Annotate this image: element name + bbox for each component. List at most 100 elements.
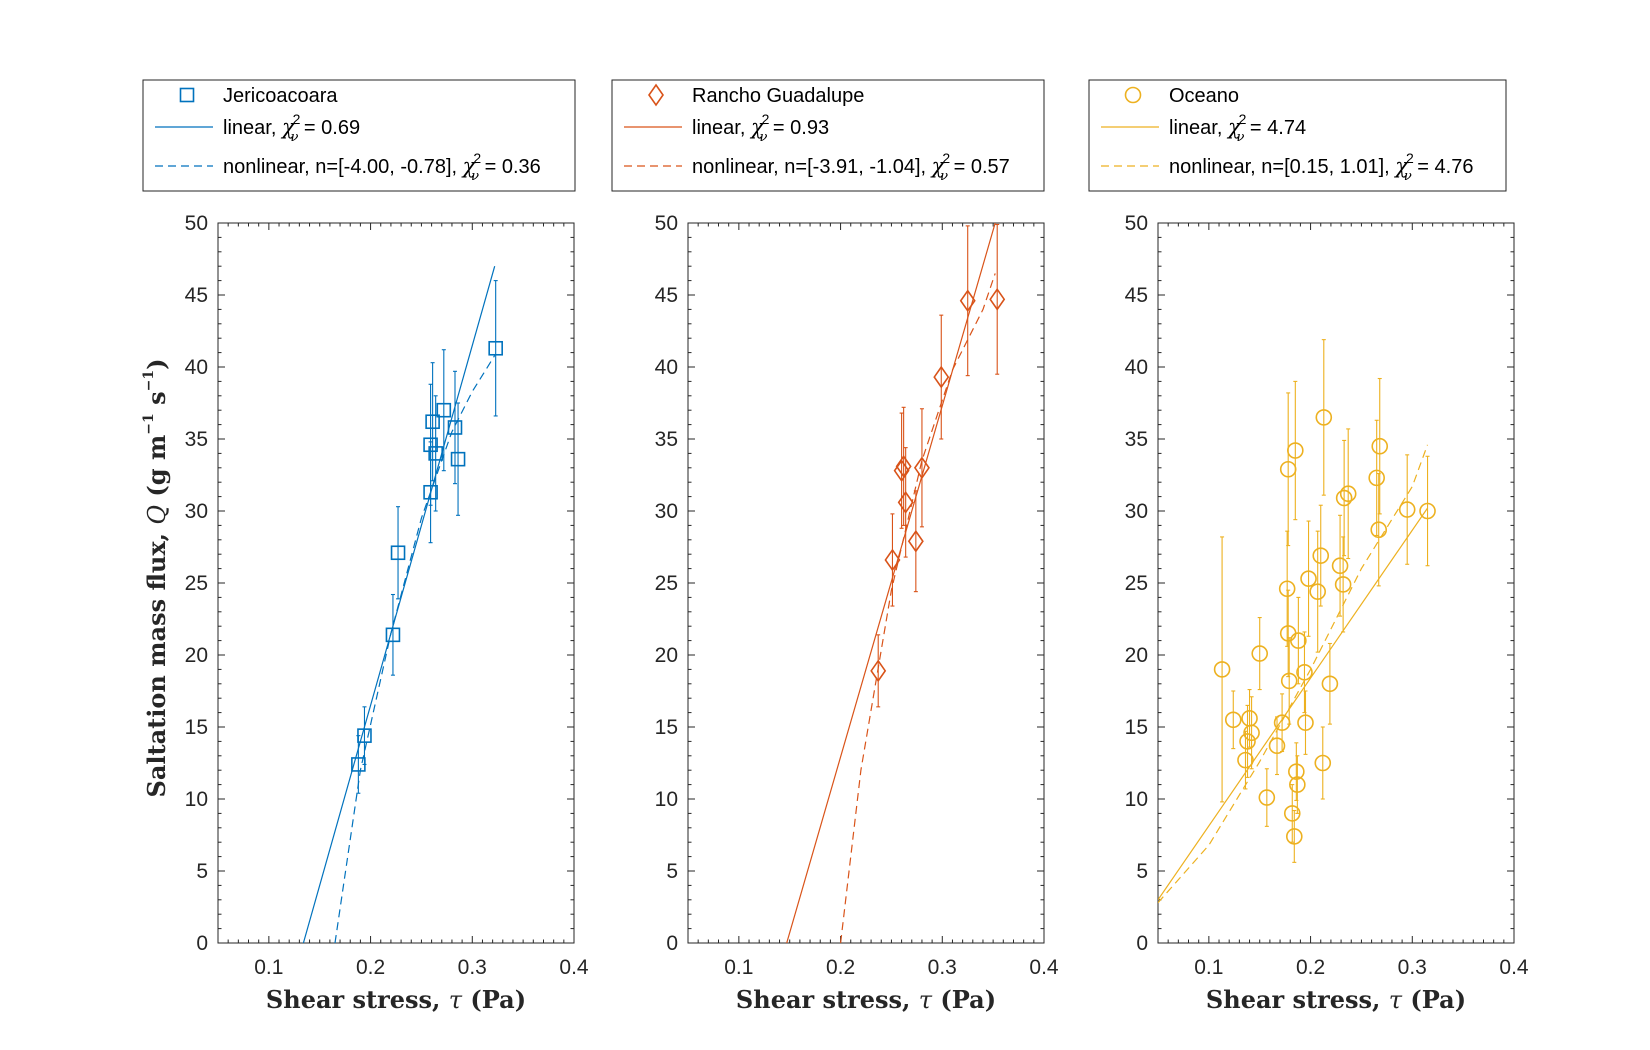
y-tick-label: 40 (1125, 356, 1148, 379)
legend: Oceano linear, χ2 ν = 4.74 nonlinear, n=[0.… (1088, 79, 1507, 192)
data-point (1315, 409, 1333, 426)
data-point (1334, 576, 1352, 593)
panel-rancho-guadalupe: 0.1 0.2 0.3 0.4 0 5 10 15 20 25 30 35 40 45 50 Shear st… (611, 79, 1059, 1014)
data-point (1251, 645, 1269, 662)
legend-marker (179, 87, 195, 103)
data-point (884, 548, 901, 572)
data-point (1287, 442, 1304, 459)
y-tick-label: 25 (655, 572, 678, 595)
data-point (1370, 521, 1388, 539)
x-tick-label: 0.2 (1296, 956, 1325, 979)
x-tick-label: 0.2 (356, 956, 385, 979)
data-point (897, 490, 914, 514)
data-point (907, 529, 924, 553)
legend-label-data: Rancho Guadalupe (692, 85, 864, 107)
x-tick-label: 0.2 (826, 956, 855, 979)
y-axis-title: Saltation mass flux, Q (g m−1 s−1) (141, 358, 171, 797)
x-tick-label: 0.3 (1398, 956, 1427, 979)
legend-marker (1124, 86, 1142, 104)
data-point (1213, 661, 1231, 678)
y-tick-label: 0 (666, 932, 678, 955)
legend-label-nonlinear: nonlinear, n=[0.15, 1.01], χ2 ν = 4.76 (1169, 150, 1473, 184)
data-point (1290, 632, 1307, 649)
data-point (933, 365, 950, 389)
y-tick-label: 30 (1125, 500, 1148, 523)
data-point (428, 446, 443, 461)
data-point (1288, 763, 1305, 780)
nonlinear-fit-line (334, 355, 496, 943)
y-tick-label: 50 (185, 212, 208, 235)
legend-label-linear: linear, χ2 ν = 0.93 (692, 111, 829, 145)
y-tick-label: 40 (655, 356, 678, 379)
legend-marker (648, 83, 664, 107)
data-point (1239, 733, 1256, 750)
y-tick-label: 20 (185, 644, 208, 667)
data-point (1368, 469, 1385, 487)
data-point (1300, 570, 1317, 587)
data-point (1321, 675, 1339, 693)
panel-jericoacoara: 0.1 0.2 0.3 0.4 0 5 10 15 20 25 30 35 40 45 50 Shear st… (142, 79, 589, 1014)
y-tick-label: 5 (666, 860, 678, 883)
data-point (1314, 754, 1332, 772)
y-tick-label: 0 (196, 932, 208, 955)
y-tick-label: 30 (185, 500, 208, 523)
data-point (1312, 547, 1330, 564)
x-axis-title: Shear stress, τ (Pa) (266, 985, 526, 1014)
y-tick-label: 10 (185, 788, 208, 811)
x-tick-label: 0.1 (724, 956, 753, 979)
data-point (959, 289, 976, 313)
y-tick-label: 5 (196, 860, 208, 883)
data-point (390, 545, 406, 561)
y-tick-label: 5 (1136, 860, 1148, 883)
y-tick-label: 20 (655, 644, 678, 667)
legend-label-linear: linear, χ2 ν = 4.74 (1169, 111, 1306, 145)
x-axis-title: Shear stress, τ (Pa) (736, 985, 996, 1014)
data-point (913, 456, 930, 480)
y-tick-label: 50 (655, 212, 678, 235)
data-point (488, 340, 503, 356)
data-point (450, 451, 466, 467)
y-tick-label: 45 (655, 284, 678, 307)
y-tick-label: 15 (655, 716, 678, 739)
nonlinear-fit-line (840, 273, 996, 943)
data-point (1280, 672, 1298, 690)
panel-oceano: 0.1 0.2 0.3 0.4 0 5 10 15 20 25 30 35 40 45 50 Shear st… (1088, 79, 1529, 1014)
x-tick-label: 0.1 (1194, 956, 1223, 979)
y-tick-label: 50 (1125, 212, 1148, 235)
x-tick-label: 0.3 (458, 956, 487, 979)
data-point (1331, 557, 1349, 575)
data-point (1296, 663, 1313, 681)
data-point (1371, 437, 1389, 455)
axes-box (217, 222, 575, 944)
y-tick-label: 15 (185, 716, 208, 739)
legend: Jericoacoara linear, χ2 ν = 0.69 nonlinear,… (142, 79, 576, 192)
data-point (1289, 776, 1306, 793)
y-tick-label: 15 (1125, 716, 1148, 739)
data-point (1335, 489, 1353, 507)
legend-box (1088, 79, 1507, 192)
x-tick-label: 0.4 (559, 956, 589, 979)
legend-label-data: Oceano (1169, 85, 1239, 107)
x-tick-label: 0.4 (1499, 956, 1529, 979)
y-tick-label: 45 (185, 284, 208, 307)
data-point (385, 627, 401, 643)
legend-label-linear: linear, χ2 ν = 0.69 (223, 111, 360, 145)
linear-fit-line (1158, 507, 1428, 901)
legend-box (142, 79, 576, 192)
data-point (1419, 502, 1436, 520)
y-tick-label: 25 (185, 572, 208, 595)
data-point (1268, 737, 1286, 755)
data-point (1237, 751, 1254, 769)
data-point (436, 402, 452, 418)
y-tick-label: 35 (1125, 428, 1148, 451)
x-tick-label: 0.4 (1029, 956, 1059, 979)
data-point (870, 659, 887, 683)
legend-label-nonlinear: nonlinear, n=[-4.00, -0.78], χ2 ν = 0.36 (223, 150, 541, 184)
linear-fit-line (786, 223, 996, 943)
data-point (423, 437, 438, 453)
y-tick-label: 20 (1125, 644, 1148, 667)
y-tick-label: 35 (655, 428, 678, 451)
data-point (1283, 805, 1301, 822)
y-tick-label: 10 (1125, 788, 1148, 811)
x-tick-label: 0.1 (254, 956, 283, 979)
